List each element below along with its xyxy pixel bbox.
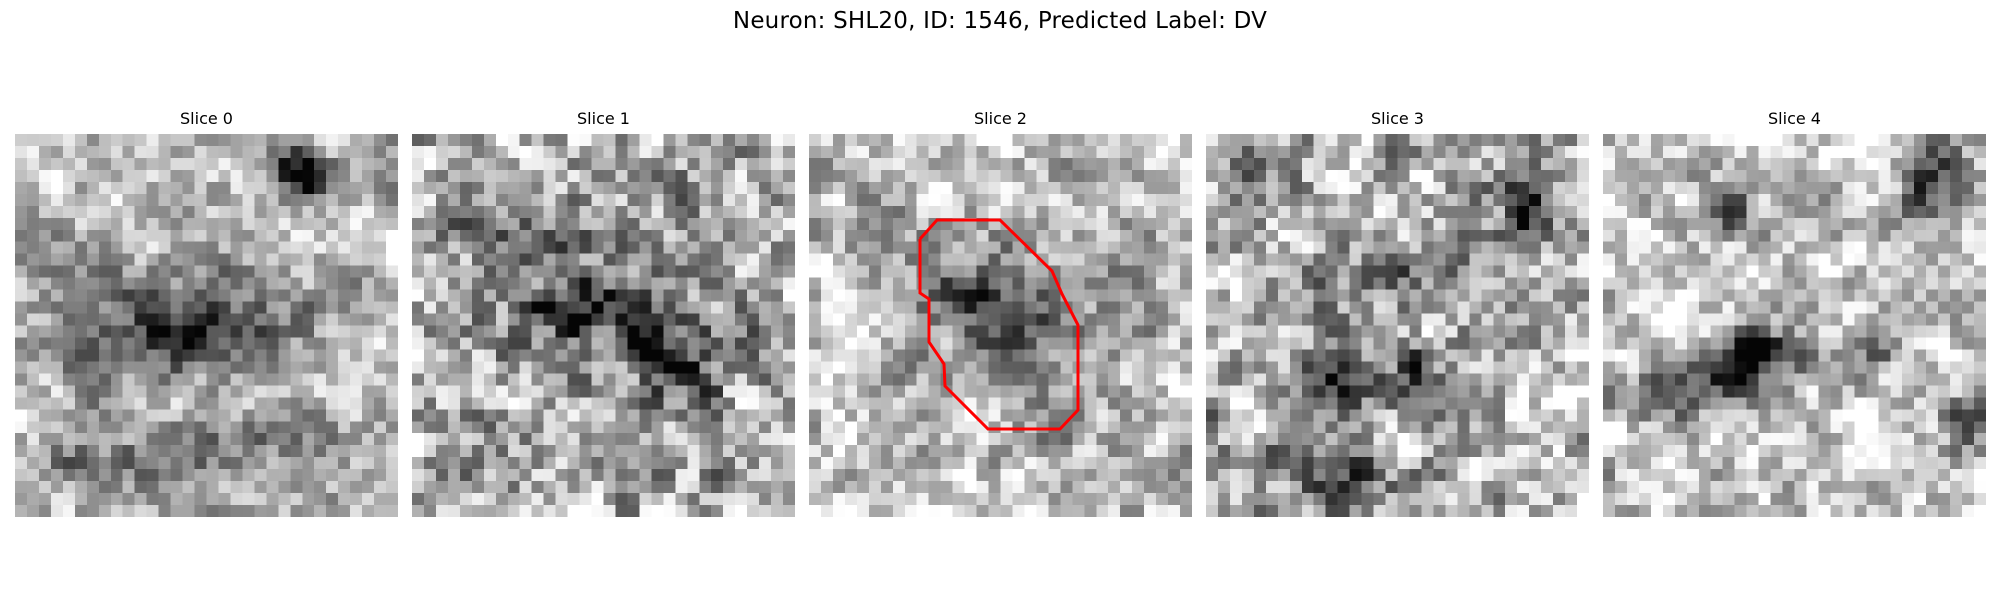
slice-4-image [1603,134,1986,517]
slice-4-title: Slice 4 [1768,109,1821,128]
slice-3-title: Slice 3 [1371,109,1424,128]
slice-1-image [412,134,795,517]
slice-3-image [1206,134,1589,517]
slice-2-image [809,134,1192,517]
roi-outline [918,218,1080,431]
slice-0-image [15,134,398,517]
figure-title: Neuron: SHL20, ID: 1546, Predicted Label… [732,8,1268,34]
slice-0-title: Slice 0 [180,109,233,128]
slice-2-title: Slice 2 [974,109,1027,128]
slice-1-title: Slice 1 [577,109,630,128]
